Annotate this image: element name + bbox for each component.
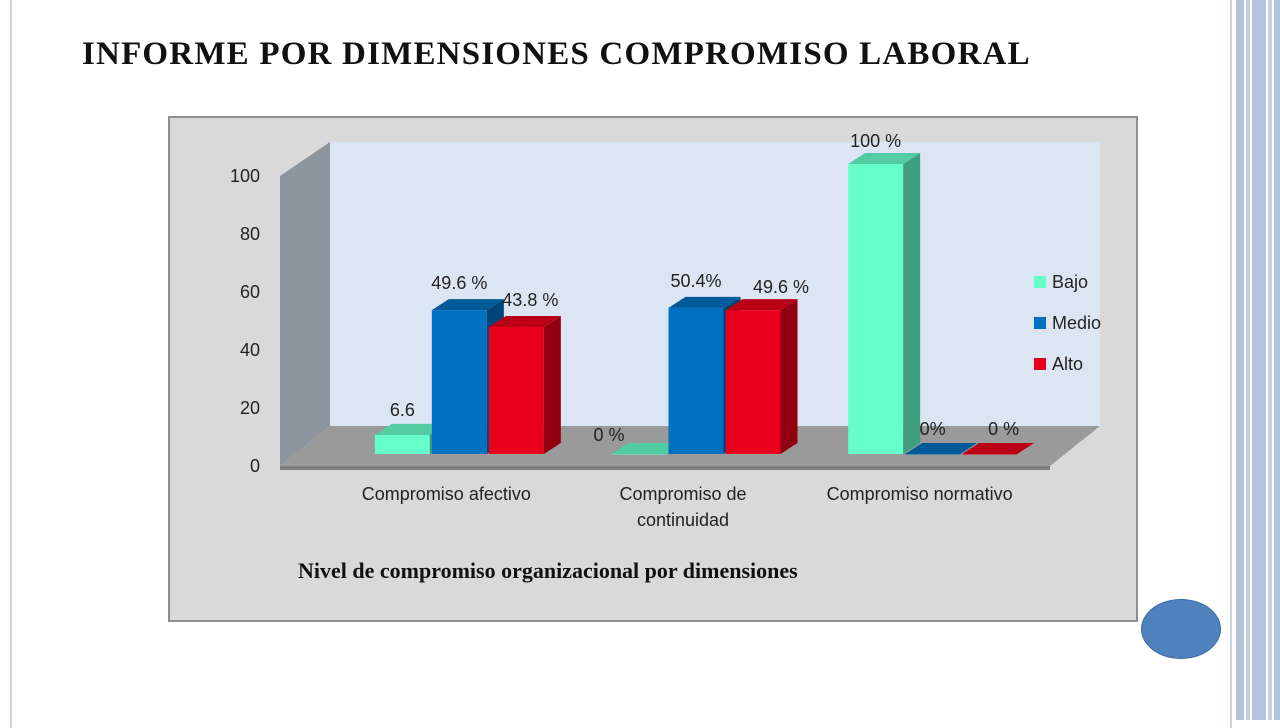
bar-alto-1-side	[543, 315, 561, 454]
bar-alto-3	[962, 443, 1035, 455]
y-tick-label: 40	[240, 340, 260, 360]
bar-medio-1-top	[431, 299, 504, 311]
bar-bajo-1-front	[374, 434, 430, 454]
bar-medio-1-front	[431, 310, 487, 454]
bar-bajo-3-side	[903, 153, 921, 454]
y-tick-label: 100	[230, 166, 260, 186]
bar-bajo-3-front	[848, 164, 904, 454]
category-label-2-line-1: Compromiso de	[619, 484, 746, 504]
circle-button[interactable]	[1141, 599, 1221, 659]
bar-medio-2-top	[668, 296, 741, 308]
bar-alto-1	[488, 315, 561, 454]
category-labels: Compromiso afectivo Compromiso de continui…	[362, 484, 1013, 530]
bar-alto-1-top	[488, 315, 561, 327]
y-tick-label: 20	[240, 398, 260, 418]
category-label-3: Compromiso normativo	[827, 484, 1013, 504]
legend-label-alto: Alto	[1052, 354, 1083, 374]
bar-medio-3-top	[905, 443, 978, 454]
category-label-1: Compromiso afectivo	[362, 484, 531, 504]
bar-alto-2	[725, 299, 798, 454]
y-tick-label: 60	[240, 282, 260, 302]
bar-bajo-2-top	[611, 443, 684, 454]
bar-bajo-1-top	[374, 423, 447, 435]
data-label-bajo-2: 0 %	[593, 425, 624, 445]
data-label-alto-2: 49.6 %	[753, 277, 809, 297]
bar-bajo-2-front	[611, 454, 667, 455]
chart-legend: Bajo Medio Alto	[1034, 272, 1101, 374]
bar-alto-3-front	[962, 454, 1018, 455]
bar-bajo-3-top	[848, 153, 921, 164]
y-tick-label: 0	[250, 456, 260, 476]
bar-medio-3	[905, 443, 978, 455]
side-wall	[280, 142, 330, 466]
data-label-alto-1: 43.8 %	[502, 290, 558, 310]
chart-bars	[374, 153, 1035, 455]
bar-alto-2-top	[725, 299, 798, 311]
data-label-bajo-1: 6.6	[390, 400, 415, 420]
data-label-alto-3: 0 %	[988, 419, 1019, 439]
category-label-2-line-2: continuidad	[637, 510, 729, 530]
floor-edge	[280, 466, 1050, 470]
bar-bajo-2	[611, 443, 684, 455]
bar-alto-2-front	[725, 310, 781, 454]
bar-bajo-3	[848, 153, 921, 454]
legend-swatch-bajo	[1034, 276, 1046, 288]
chart-panel: 0 20 40 60 80 100 6.6 49.6 % 43.8 % 0 % 50.4% 49.6…	[168, 116, 1138, 622]
legend-swatch-alto	[1034, 358, 1046, 370]
legend-label-medio: Medio	[1052, 313, 1101, 333]
decorative-side-stripes	[1236, 0, 1280, 720]
bar-alto-2-side	[780, 299, 798, 454]
bar-alto-3-top	[962, 443, 1035, 454]
slide-title: INFORME POR DIMENSIONES COMPROMISO LABOR…	[82, 36, 1031, 72]
bar-medio-3-front	[905, 454, 961, 455]
legend-swatch-medio	[1034, 317, 1046, 329]
y-tick-label: 80	[240, 224, 260, 244]
bar-chart: 0 20 40 60 80 100 6.6 49.6 % 43.8 % 0 % 50.4% 49.6…	[230, 131, 1101, 583]
data-label-bajo-3: 100 %	[850, 131, 901, 151]
bar-medio-2-front	[668, 307, 724, 454]
chart-caption: Nivel de compromiso organizacional por d…	[298, 558, 798, 583]
data-label-medio-1: 49.6 %	[431, 273, 487, 293]
bar-alto-1-front	[488, 326, 544, 454]
data-label-medio-2: 50.4%	[670, 271, 721, 291]
y-axis: 0 20 40 60 80 100	[230, 166, 260, 476]
data-label-medio-3: 0%	[920, 419, 946, 439]
legend-label-bajo: Bajo	[1052, 272, 1088, 292]
data-labels: 6.6 49.6 % 43.8 % 0 % 50.4% 49.6 % 100 % 0% 0 %	[390, 131, 1019, 445]
